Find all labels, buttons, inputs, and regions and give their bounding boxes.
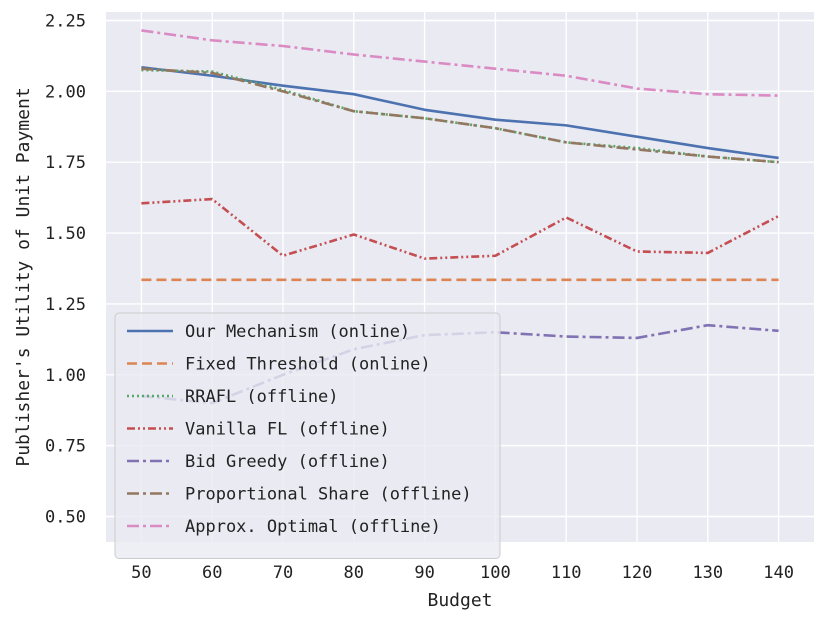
x-tick-label: 120 [622, 563, 653, 583]
y-axis-title: Publisher's Utility of Unit Payment [13, 87, 34, 466]
x-axis-title: Budget [427, 590, 492, 611]
x-tick-label: 140 [763, 563, 794, 583]
y-tick-label: 2.25 [45, 12, 86, 32]
series-line-5 [141, 67, 779, 164]
x-tick-label: 110 [551, 563, 582, 583]
legend-label: RRAFL (offline) [185, 387, 339, 407]
x-tick-label: 80 [344, 563, 364, 583]
x-tick-label: 70 [273, 563, 293, 583]
series-line-3 [141, 197, 780, 260]
y-tick-label: 2.00 [45, 82, 86, 102]
x-tick-label: 60 [202, 563, 222, 583]
legend-label: Approx. Optimal (offline) [185, 517, 441, 537]
series-line-0 [141, 65, 779, 160]
legend-label: Fixed Threshold (online) [185, 355, 431, 375]
x-tick-label: 90 [414, 563, 434, 583]
x-tick-label: 130 [692, 563, 723, 583]
y-tick-label: 0.75 [45, 437, 86, 457]
legend-label: Proportional Share (offline) [185, 485, 472, 505]
x-tick-label: 100 [480, 563, 511, 583]
tick-labels: 50 60 70 80 90 100 110 120 130 140 0.50 0.75 1.00 1.2… [45, 12, 794, 583]
y-tick-label: 1.00 [45, 366, 86, 386]
series-line-6 [141, 29, 779, 97]
legend-label: Bid Greedy (offline) [185, 452, 390, 472]
legend-label: Vanilla FL (offline) [185, 420, 390, 440]
legend: Our Mechanism (online) Fixed Threshold (o… [114, 312, 501, 559]
y-tick-label: 0.50 [45, 507, 86, 527]
y-tick-label: 1.75 [45, 153, 86, 173]
x-tick-label: 50 [131, 563, 151, 583]
y-tick-label: 1.25 [45, 295, 86, 315]
legend-label: Our Mechanism (online) [185, 322, 410, 342]
y-tick-label: 1.50 [45, 224, 86, 244]
legend-box [114, 312, 501, 559]
